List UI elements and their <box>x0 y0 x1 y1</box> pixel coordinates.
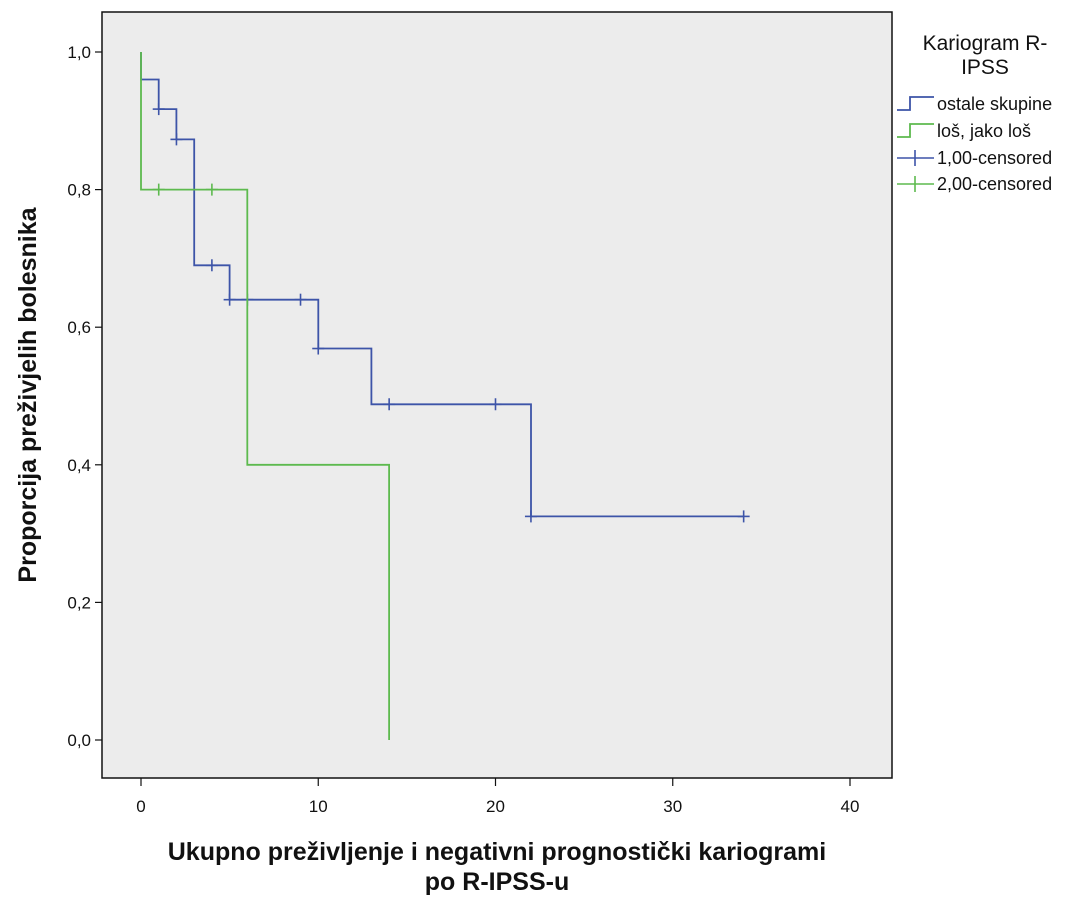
y-axis: 0,0 0,2 0,4 0,6 0,8 1,0 <box>67 43 102 750</box>
x-tick-label: 30 <box>663 797 682 816</box>
censor-mark-series-1 <box>170 133 183 146</box>
series-layer <box>140 52 750 740</box>
legend-entry: 1,00-censored <box>897 148 1052 168</box>
x-axis-title-line-2: po R-IPSS-u <box>425 868 569 896</box>
series-line-1 <box>140 52 744 518</box>
x-axis-title-line-1: Ukupno preživljenje i negativni prognost… <box>168 838 826 866</box>
legend-title-line-1: Kariogram R- <box>923 32 1048 55</box>
plot-area <box>101 11 893 779</box>
legend-label: loš, jako loš <box>937 121 1031 141</box>
censor-mark-series-1 <box>737 510 750 523</box>
legend-entries: ostale skupine loš, jako loš 1,00-censored… <box>897 94 1052 194</box>
legend-label: ostale skupine <box>937 94 1052 114</box>
x-tick-label: 0 <box>136 797 145 816</box>
legend-label: 2,00-censored <box>937 174 1052 194</box>
y-tick-label: 1,0 <box>67 43 91 62</box>
y-tick-label: 0,8 <box>67 181 91 200</box>
censor-mark-series-2 <box>152 183 165 196</box>
censor-mark-series-1 <box>524 510 537 523</box>
x-tick-label: 40 <box>841 797 860 816</box>
censor-mark-series-1 <box>294 293 307 306</box>
y-axis-title: Proporcija preživjelih bolesnika <box>14 206 42 582</box>
legend: Kariogram R- IPSS ostale skupine loš, jak… <box>897 32 1052 194</box>
legend-entry: 2,00-censored <box>897 174 1052 194</box>
censor-mark-series-1 <box>152 103 165 116</box>
legend-step-symbol <box>897 96 934 111</box>
y-tick-label: 0,0 <box>67 731 91 750</box>
x-tick-label: 20 <box>486 797 505 816</box>
x-tick-label: 10 <box>309 797 328 816</box>
legend-entry: loš, jako loš <box>897 121 1031 141</box>
censor-mark-series-2 <box>205 183 218 196</box>
censor-mark-series-1 <box>205 259 218 272</box>
legend-entry: ostale skupine <box>897 94 1052 114</box>
legend-label: 1,00-censored <box>937 148 1052 168</box>
y-tick-label: 0,2 <box>67 593 91 612</box>
censor-mark-series-1 <box>223 293 236 306</box>
y-tick-label: 0,6 <box>67 318 91 337</box>
censor-mark-series-1 <box>312 342 325 355</box>
censor-mark-series-1 <box>383 398 396 411</box>
censor-mark-series-1 <box>489 398 502 411</box>
legend-step-symbol <box>897 123 934 138</box>
y-tick-label: 0,4 <box>67 456 91 475</box>
legend-title-line-2: IPSS <box>961 56 1009 79</box>
series-line-2 <box>140 52 391 740</box>
x-axis: 0 10 20 30 40 <box>136 778 859 816</box>
